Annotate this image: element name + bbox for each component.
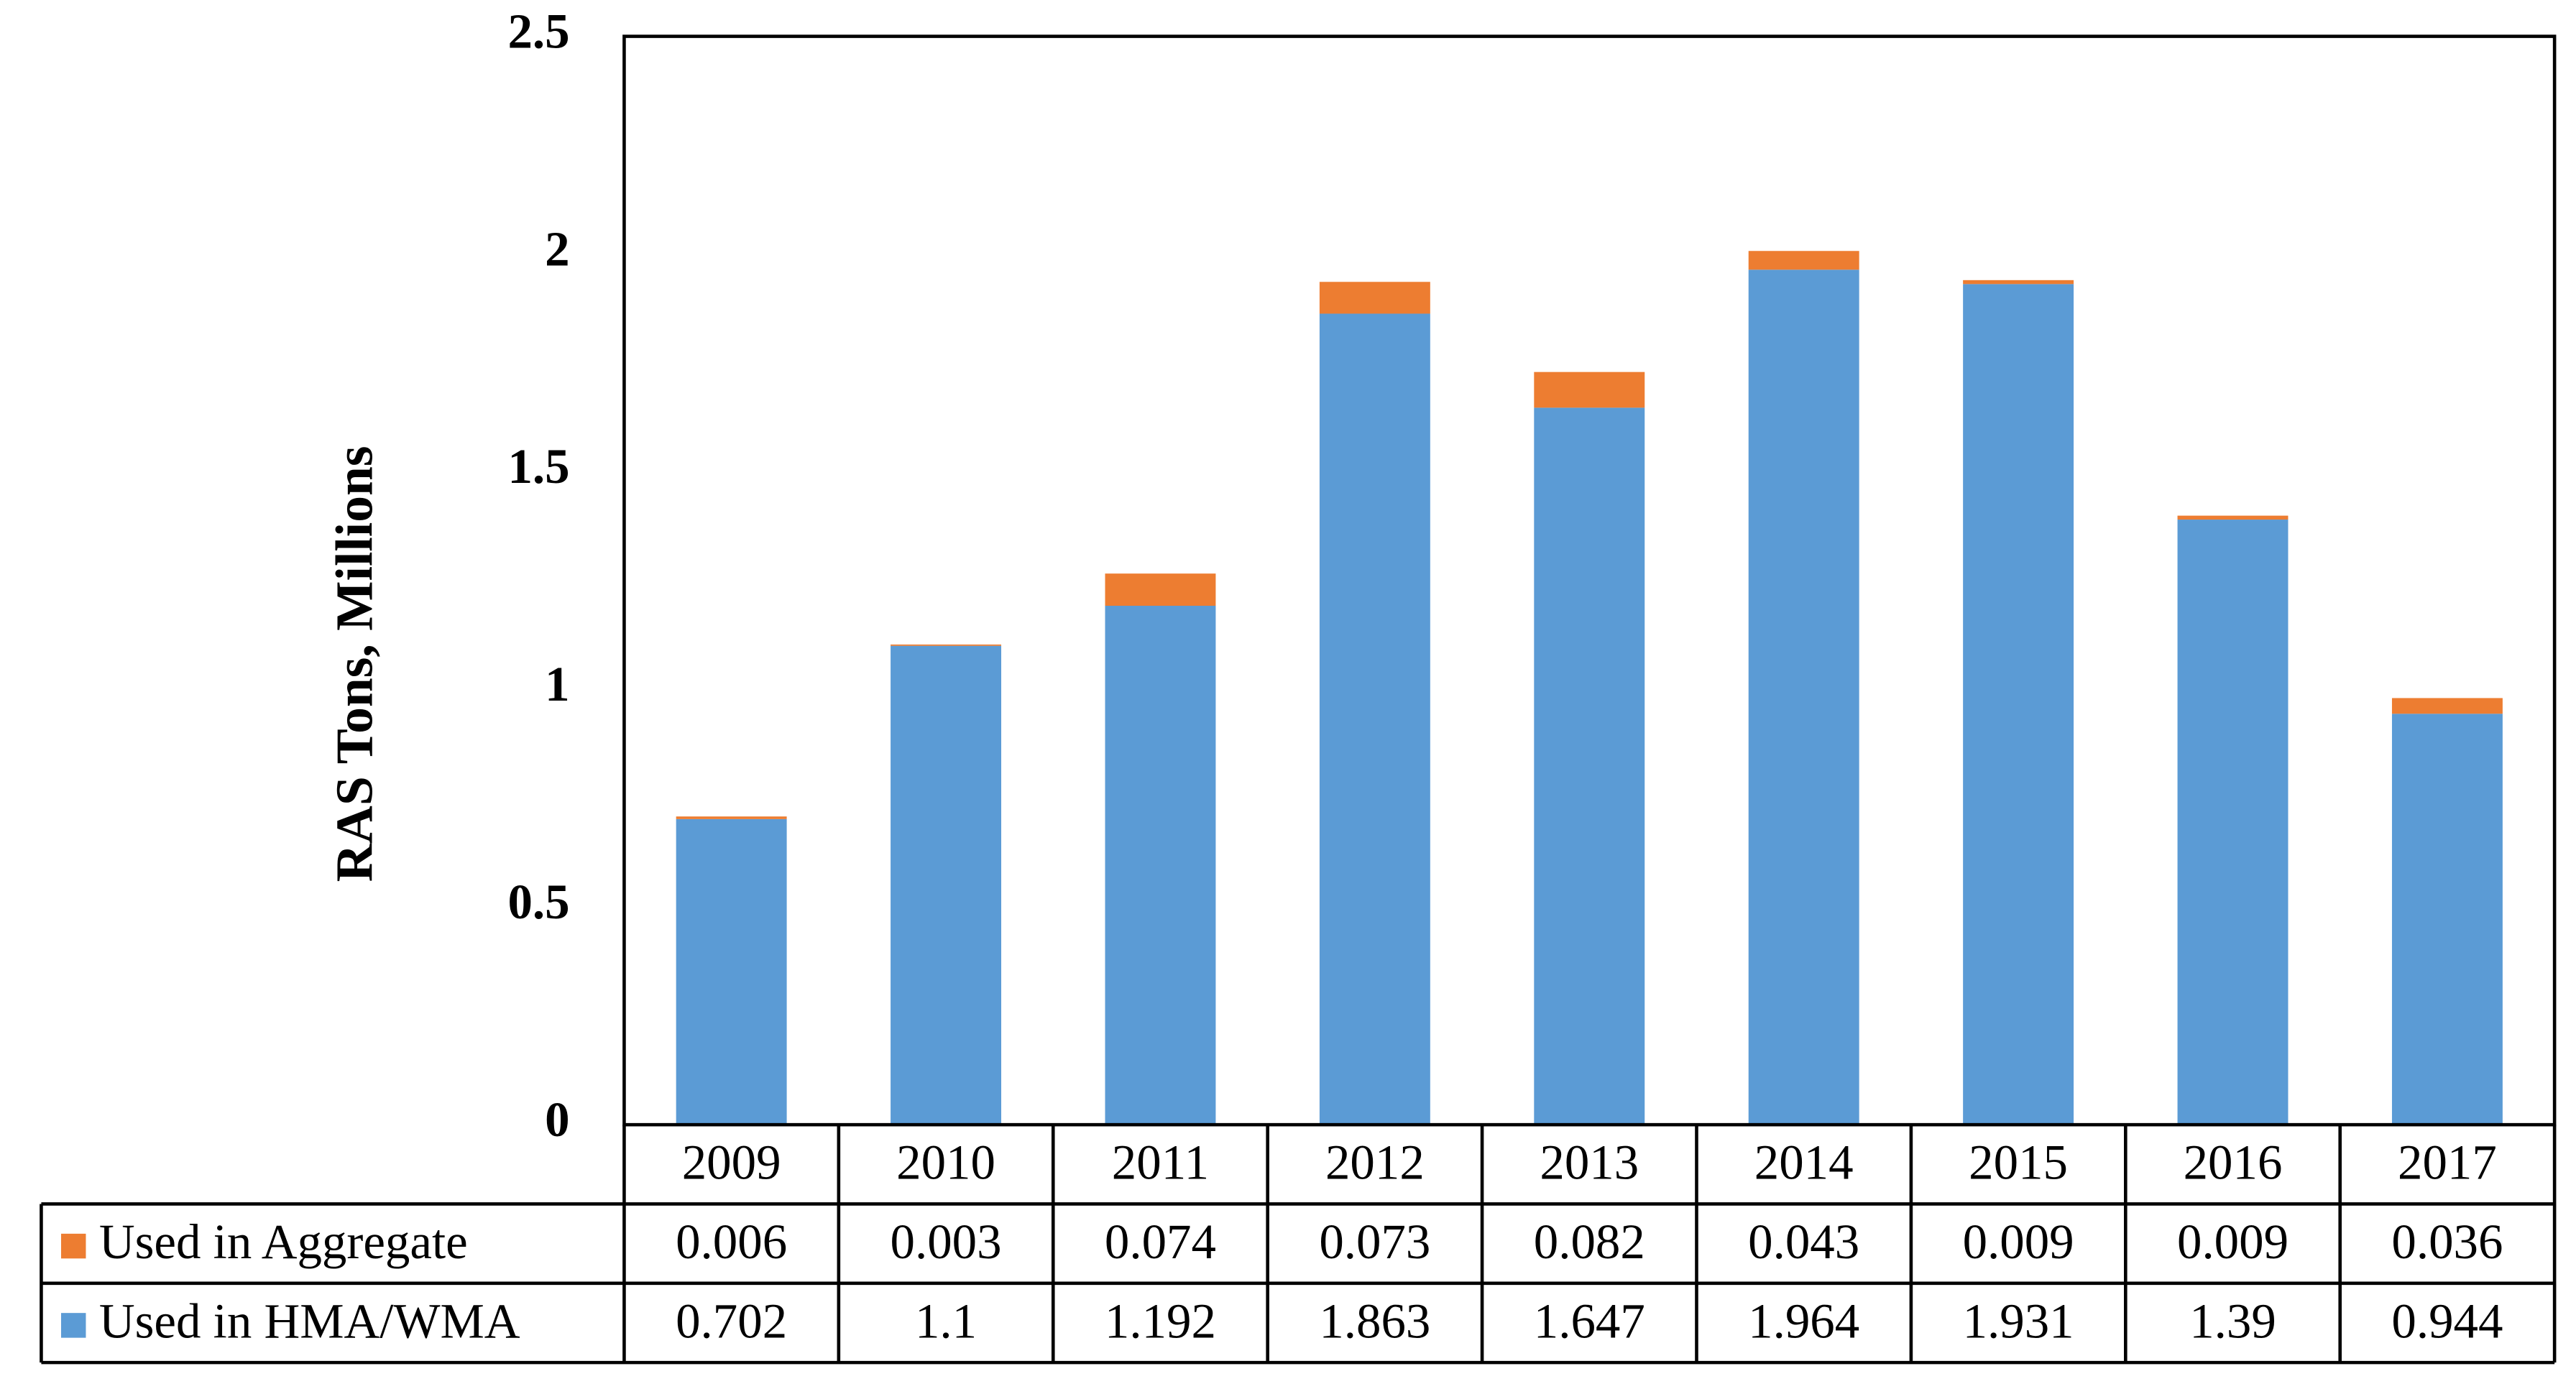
- y-tick-label: 2: [545, 221, 569, 276]
- table-value: 0.003: [891, 1214, 1002, 1269]
- x-tick-label: 2017: [2398, 1135, 2497, 1190]
- bar-segment: [891, 645, 1002, 1125]
- bar-segment: [1534, 407, 1645, 1125]
- bar-segment: [1963, 280, 2074, 285]
- y-tick-label: 1: [545, 657, 569, 711]
- table-value: 1.863: [1319, 1293, 1430, 1348]
- legend-label: Used in HMA/WMA: [99, 1293, 520, 1348]
- bar-segment: [2391, 698, 2503, 714]
- y-tick-label: 0.5: [507, 875, 569, 929]
- bar-segment: [1963, 284, 2074, 1125]
- table-value: 0.043: [1748, 1214, 1859, 1269]
- x-tick-label: 2010: [896, 1135, 995, 1190]
- table-value: 0.082: [1534, 1214, 1645, 1269]
- bar-segment: [1748, 269, 1859, 1125]
- bar-segment: [2391, 714, 2503, 1125]
- table-value: 0.009: [1963, 1214, 2074, 1269]
- table-value: 0.036: [2391, 1214, 2503, 1269]
- x-tick-label: 2012: [1325, 1135, 1425, 1190]
- table-value: 1.39: [2189, 1293, 2276, 1348]
- x-tick-label: 2011: [1112, 1135, 1209, 1190]
- table-value: 0.074: [1105, 1214, 1216, 1269]
- table-value: 0.006: [676, 1214, 787, 1269]
- x-tick-label: 2016: [2184, 1135, 2283, 1190]
- x-tick-label: 2013: [1540, 1135, 1639, 1190]
- table-value: 0.073: [1319, 1214, 1430, 1269]
- table-value: 1.964: [1748, 1293, 1859, 1348]
- y-tick-label: 1.5: [507, 439, 569, 494]
- plot-frame: [622, 34, 2557, 1127]
- table-value: 0.702: [676, 1293, 787, 1348]
- bar-segment: [2177, 515, 2288, 520]
- y-axis-title: RAS Tons, Millions: [325, 446, 384, 882]
- bar-segment: [1105, 606, 1216, 1125]
- x-tick-label: 2009: [682, 1135, 781, 1190]
- bar-segment: [1105, 573, 1216, 606]
- legend-swatch: [61, 1233, 86, 1259]
- table-value: 1.192: [1105, 1293, 1216, 1348]
- bar-segment: [1319, 313, 1430, 1125]
- table-value: 1.1: [915, 1293, 977, 1348]
- table-value: 1.647: [1534, 1293, 1645, 1348]
- bar-segment: [2177, 520, 2288, 1125]
- table-value: 0.944: [2391, 1293, 2503, 1348]
- bar-segment: [676, 818, 787, 1125]
- table-value: 1.931: [1963, 1293, 2074, 1348]
- table-value: 0.009: [2177, 1214, 2288, 1269]
- bar-segment: [1534, 372, 1645, 408]
- x-tick-label: 2014: [1754, 1135, 1854, 1190]
- bar-segment: [891, 644, 1002, 646]
- legend-swatch: [61, 1313, 86, 1338]
- x-tick-label: 2015: [1969, 1135, 2068, 1190]
- bar-segment: [676, 816, 787, 819]
- y-tick-label: 0: [545, 1092, 569, 1147]
- legend-label: Used in Aggregate: [99, 1214, 468, 1269]
- y-tick-label: 2.5: [507, 4, 569, 58]
- bar-segment: [1748, 251, 1859, 270]
- bar-segment: [1319, 282, 1430, 314]
